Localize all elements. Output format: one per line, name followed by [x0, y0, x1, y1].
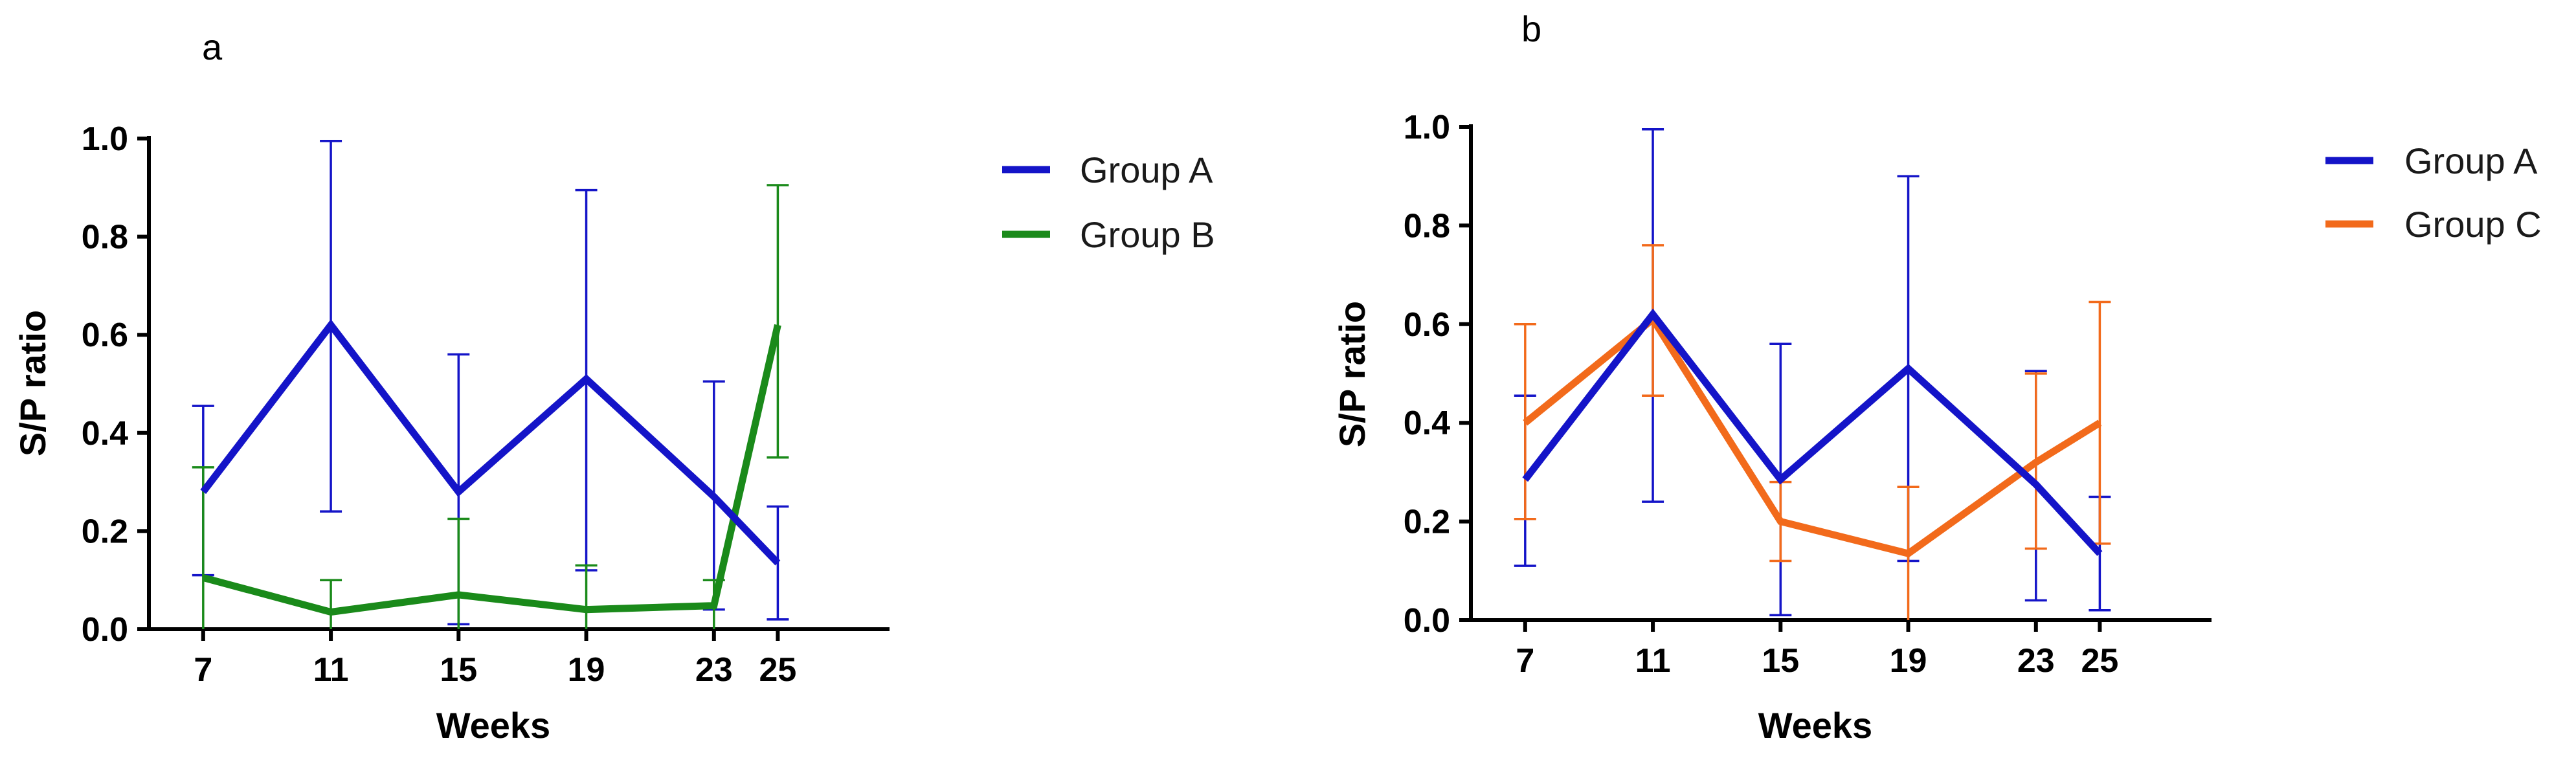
panel-b-legend: Group A Group C [2325, 140, 2542, 245]
y-tick-label: 0.4 [82, 415, 128, 452]
y-tick-label: 0.6 [82, 317, 128, 354]
x-tick-label: 25 [2081, 642, 2118, 680]
panel-b-plot-area: 0.0 0.2 0.4 0.6 0.8 1.0 7 11 15 19 23 25 [1404, 109, 2212, 680]
panel-a-y-axis-title: S/P ratio [12, 310, 53, 456]
series-line-group-a [200, 318, 781, 566]
x-tick-label: 15 [1762, 642, 1799, 680]
legend-item-group-a[interactable]: Group A [1002, 150, 1213, 190]
y-tick-label: 0.6 [1404, 306, 1450, 344]
x-tick-label: 7 [1516, 642, 1534, 680]
panel-b-y-axis-title: S/P ratio [1332, 301, 1372, 447]
legend-item-group-c[interactable]: Group C [2325, 204, 2542, 245]
y-tick-label: 1.0 [1404, 109, 1450, 146]
series-line-group-b [202, 324, 781, 616]
legend-label-group-c: Group C [2404, 204, 2542, 245]
x-tick-label: 7 [194, 651, 212, 689]
legend-label-group-b: Group B [1080, 214, 1215, 255]
x-tick-label: 25 [759, 651, 796, 689]
panel-b-x-axis-title: Weeks [1758, 705, 1872, 746]
y-tick-label: 0.0 [82, 611, 128, 649]
x-tick-label: 11 [1635, 642, 1671, 680]
chart-panel-b: b 0.0 0.2 0.4 0.6 0.8 1.0 7 11 15 19 23 25 Weeks S/… [1332, 8, 2542, 746]
x-tick-label: 11 [313, 651, 349, 689]
y-tick-label: 0.0 [1404, 602, 1450, 640]
series-line-group-a [1522, 308, 2103, 556]
y-tick-label: 0.8 [82, 219, 128, 256]
y-tick-label: 0.4 [1404, 405, 1450, 442]
x-tick-label: 15 [440, 651, 477, 689]
legend-label-group-a: Group A [1080, 150, 1213, 190]
y-tick-label: 1.0 [82, 120, 128, 158]
panel-a-x-axis-title: Weeks [436, 705, 550, 746]
legend-label-group-a: Group A [2404, 140, 2538, 181]
y-tick-label: 0.2 [1404, 504, 1450, 541]
x-tick-label: 23 [695, 651, 733, 689]
panel-a-plot-area: 0.0 0.2 0.4 0.6 0.8 1.0 7 11 15 19 23 25 [82, 120, 890, 689]
legend-item-group-a[interactable]: Group A [2325, 140, 2538, 181]
y-tick-label: 0.2 [82, 513, 128, 550]
panel-a-letter: a [202, 27, 223, 67]
panel-b-letter: b [1521, 8, 1541, 49]
x-tick-label: 19 [1890, 642, 1927, 680]
y-tick-label: 0.8 [1404, 207, 1450, 245]
x-tick-label: 19 [568, 651, 605, 689]
x-tick-label: 23 [2017, 642, 2055, 680]
chart-panel-a: a 0.0 0.2 0.4 0.6 0.8 1.0 7 11 15 19 23 25 Weeks S/… [12, 27, 1215, 746]
legend-item-group-b[interactable]: Group B [1002, 214, 1215, 255]
panel-a-legend: Group A Group B [1002, 150, 1215, 255]
